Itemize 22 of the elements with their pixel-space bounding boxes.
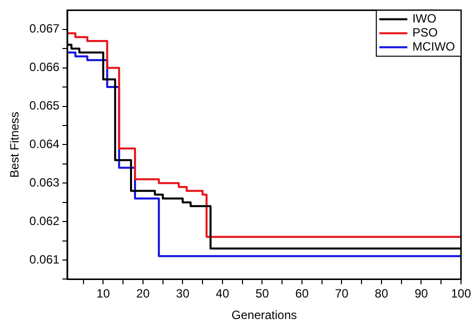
legend-label: PSO [412,26,438,40]
y-tick-label: 0.064 [29,137,60,152]
x-tick-label: 30 [176,286,190,301]
x-tick-label: 100 [450,286,472,301]
x-axis-title: Generations [232,308,297,322]
x-tick-label: 90 [414,286,428,301]
legend-label: MCIWO [412,40,455,54]
y-tick-label: 0.066 [29,60,60,74]
y-tick-label: 0.065 [29,98,60,113]
x-tick-label: 40 [216,286,230,301]
y-axis-title: Best Fitness [8,112,22,178]
y-tick-label: 0.067 [29,22,60,36]
x-tick-label: 50 [256,286,270,301]
x-tick-label: 80 [374,286,388,301]
y-tick-label: 0.061 [29,252,60,266]
x-tick-label: 20 [136,286,150,301]
y-tick-label: 0.062 [29,214,60,228]
y-tick-label: 0.063 [29,175,60,190]
x-tick-label: 10 [96,286,110,301]
x-tick-label: 70 [335,286,349,301]
x-tick-label: 60 [295,286,309,301]
legend-label: IWO [412,12,436,26]
